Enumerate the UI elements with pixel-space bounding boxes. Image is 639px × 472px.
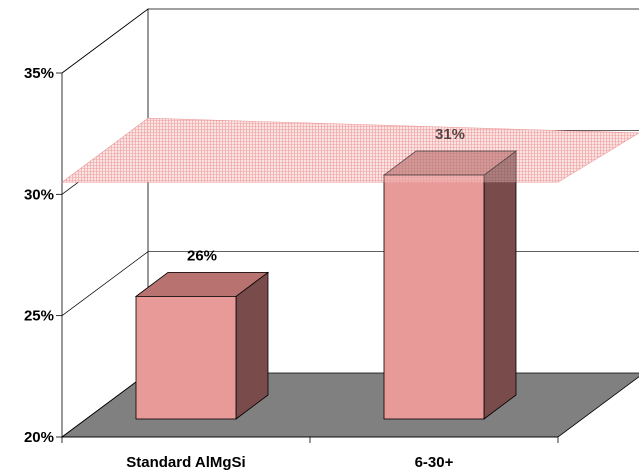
category-label-1: Standard AlMgSi (126, 454, 245, 471)
gridline-side-3 (61, 8, 149, 74)
bar-2 (382, 150, 518, 420)
y-tick-label-2: 30% (24, 186, 54, 203)
gridline-side-1 (61, 251, 149, 316)
reference-band-overlay (62, 118, 639, 183)
category-label-2: 6-30+ (415, 454, 454, 471)
y-tick-label-3: 35% (24, 65, 54, 82)
bar-1-side (235, 271, 269, 420)
chart-left-wall (61, 8, 149, 438)
bar-2-front (383, 174, 485, 420)
bar-1 (134, 271, 270, 420)
data-label-1: 26% (187, 247, 217, 264)
y-tick-label-1: 25% (24, 308, 54, 325)
bar-1-front (135, 295, 237, 420)
y-tick-label-0: 20% (24, 429, 54, 446)
bar-2-side (483, 150, 517, 420)
